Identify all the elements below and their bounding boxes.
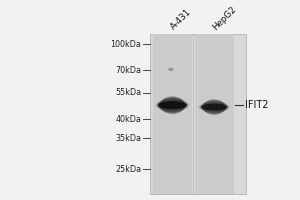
Bar — [150, 34, 246, 194]
Ellipse shape — [158, 98, 187, 113]
Ellipse shape — [158, 101, 187, 109]
Ellipse shape — [202, 100, 226, 114]
Ellipse shape — [160, 96, 184, 114]
Ellipse shape — [159, 97, 185, 113]
Ellipse shape — [157, 98, 188, 112]
Text: 25kDa: 25kDa — [115, 165, 141, 174]
Bar — [195, 34, 234, 194]
Ellipse shape — [200, 102, 229, 112]
Ellipse shape — [203, 99, 225, 115]
Ellipse shape — [155, 100, 190, 111]
Text: 55kDa: 55kDa — [115, 88, 141, 97]
Ellipse shape — [156, 99, 188, 111]
Text: A-431: A-431 — [169, 8, 194, 32]
Text: 100kDa: 100kDa — [110, 40, 141, 49]
Ellipse shape — [201, 104, 227, 111]
Ellipse shape — [200, 101, 228, 113]
Ellipse shape — [199, 102, 230, 112]
Text: 40kDa: 40kDa — [115, 115, 141, 124]
Ellipse shape — [168, 68, 174, 71]
Text: 35kDa: 35kDa — [115, 134, 141, 143]
Text: 70kDa: 70kDa — [115, 66, 141, 75]
Ellipse shape — [201, 100, 227, 114]
Text: HepG2: HepG2 — [211, 4, 238, 32]
Text: IFIT2: IFIT2 — [245, 100, 268, 110]
Bar — [153, 34, 192, 194]
